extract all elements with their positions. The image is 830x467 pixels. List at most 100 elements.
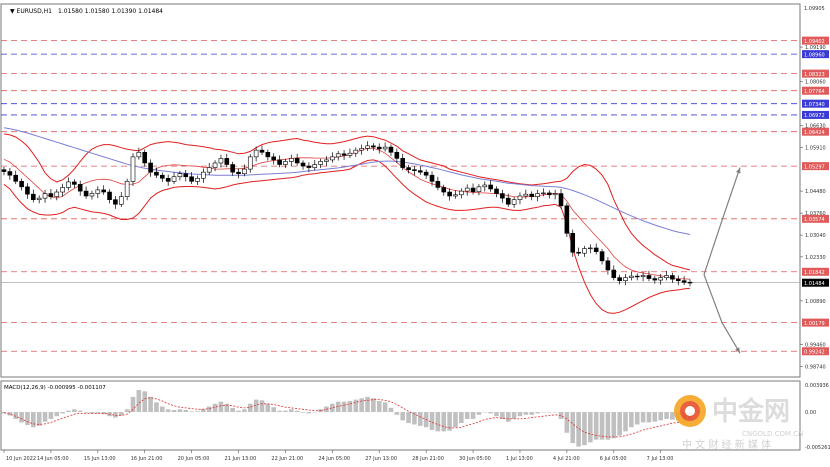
candle-body xyxy=(230,164,235,173)
candle-body xyxy=(423,171,429,176)
candle-body xyxy=(652,278,658,281)
candle-body xyxy=(406,167,411,171)
macd-histogram-bar xyxy=(89,412,95,414)
macd-histogram-bar xyxy=(447,412,452,431)
candle-body xyxy=(212,162,218,168)
level-label-box xyxy=(802,86,829,95)
macd-histogram-bar xyxy=(611,412,617,439)
level-label-box xyxy=(802,127,829,136)
macd-histogram-bar xyxy=(640,412,646,423)
candle-body xyxy=(101,189,106,193)
macd-histogram-bar xyxy=(300,412,306,413)
macd-histogram-bar xyxy=(154,402,159,413)
macd-plot-frame xyxy=(0,380,801,451)
level-label: 1.06424 xyxy=(804,130,825,136)
candle-body xyxy=(218,158,224,164)
macd-histogram-bar xyxy=(605,412,611,440)
level-label-box xyxy=(802,162,829,171)
candle-body xyxy=(347,152,353,156)
candle-body xyxy=(294,158,300,164)
macd-histogram-bar xyxy=(494,412,499,417)
candle-body xyxy=(288,158,294,162)
bollinger-middle-line xyxy=(3,147,691,280)
candle-body xyxy=(681,280,687,283)
candle-body xyxy=(500,193,505,199)
price-tick-label: 1.05910 xyxy=(805,145,826,151)
candle-body xyxy=(1,169,7,172)
macd-histogram-bar xyxy=(48,412,54,419)
macd-histogram-bar xyxy=(429,412,435,430)
macd-histogram-bar xyxy=(201,409,206,413)
x-tick-label: 22 Jun 21:00 xyxy=(271,456,303,462)
macd-histogram-bar xyxy=(535,412,540,414)
macd-histogram-bar xyxy=(588,412,593,443)
candle-body xyxy=(388,146,394,153)
candle-body xyxy=(154,171,159,176)
candle-body xyxy=(494,188,499,194)
macd-histogram-bar xyxy=(242,409,247,413)
candle-body xyxy=(535,193,540,197)
candle-body xyxy=(42,193,48,199)
macd-histogram-bar xyxy=(412,412,417,425)
candle-body xyxy=(36,197,42,200)
candle-body xyxy=(72,181,77,185)
current-price-box xyxy=(802,278,829,287)
macd-histogram-bar xyxy=(400,412,406,421)
level-label: 1.03574 xyxy=(804,217,825,223)
candle-body xyxy=(599,251,605,262)
macd-histogram-bar xyxy=(66,410,71,413)
macd-histogram-bar xyxy=(500,412,505,419)
candle-body xyxy=(265,151,271,158)
candle-body xyxy=(142,151,148,164)
candle-body xyxy=(66,181,71,188)
macd-histogram-bar xyxy=(529,412,534,415)
x-tick-label: 27 Jun 13:00 xyxy=(365,456,397,462)
candle-body xyxy=(89,193,95,197)
macd-histogram-bar xyxy=(218,401,224,413)
macd-histogram-bar xyxy=(183,409,189,413)
macd-histogram-bar xyxy=(435,412,441,432)
level-label: 1.01842 xyxy=(804,270,825,276)
candle-body xyxy=(582,248,587,254)
macd-histogram-bar xyxy=(160,406,165,413)
candle-body xyxy=(546,192,552,196)
candle-body xyxy=(488,184,493,190)
candle-body xyxy=(183,173,189,178)
candle-body xyxy=(148,162,153,173)
macd-histogram-bar xyxy=(634,412,640,425)
candle-body xyxy=(623,277,628,281)
x-tick-label: 16 Jun 21:00 xyxy=(131,456,163,462)
x-tick-label: 1 Jul 13:00 xyxy=(506,456,533,462)
macd-histogram-bar xyxy=(212,403,218,413)
macd-histogram-bar xyxy=(623,412,628,432)
candle-body xyxy=(171,176,177,182)
candle-body xyxy=(113,199,118,205)
candle-body xyxy=(124,181,130,197)
candle-body xyxy=(417,170,423,173)
candle-body xyxy=(675,278,681,281)
macd-histogram-bar xyxy=(19,412,24,423)
macd-histogram-bar xyxy=(593,412,599,440)
macd-histogram-bar xyxy=(247,403,253,413)
candle-body xyxy=(189,176,194,182)
macd-histogram-bar xyxy=(453,412,458,428)
macd-histogram-bar xyxy=(54,412,60,417)
candle-body xyxy=(19,181,24,188)
macd-histogram-bar xyxy=(488,412,493,414)
candle-body xyxy=(31,193,36,200)
bollinger-upper-line xyxy=(3,133,691,271)
macd-bottom-label: -0.005261 xyxy=(805,445,830,451)
price-tick-label: 1.03760 xyxy=(805,211,826,217)
candle-body xyxy=(529,193,534,197)
macd-histogram-bar xyxy=(171,409,177,413)
level-label-box xyxy=(802,347,829,356)
macd-histogram-bar xyxy=(72,409,77,413)
candle-body xyxy=(54,191,60,197)
macd-histogram-bar xyxy=(277,410,282,413)
candle-body xyxy=(564,205,570,234)
price-tick-label: 0.99460 xyxy=(805,343,826,349)
forecast-up-arrow-line xyxy=(703,167,741,275)
level-label: 1.06972 xyxy=(804,113,825,119)
macd-histogram-bar xyxy=(31,412,36,428)
candle-body xyxy=(7,171,13,176)
